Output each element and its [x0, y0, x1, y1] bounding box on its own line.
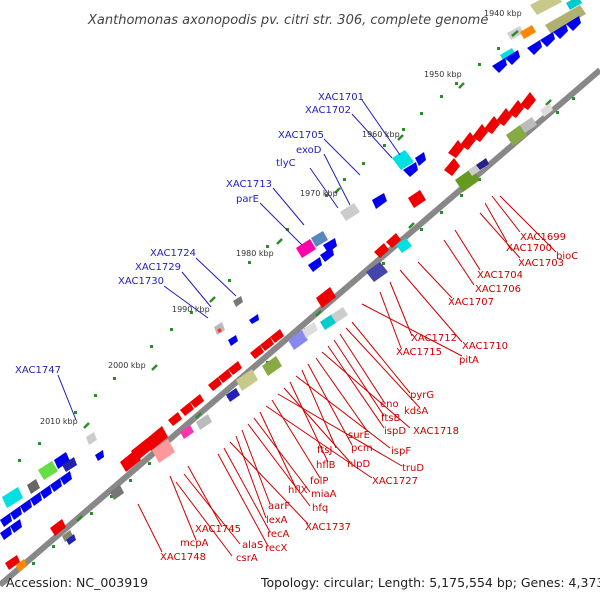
- gene-label[interactable]: XAC1748: [160, 552, 206, 563]
- gene-label[interactable]: alaS: [242, 540, 263, 551]
- gene-label[interactable]: XAC1710: [462, 341, 508, 352]
- gene-label[interactable]: eno: [380, 399, 399, 410]
- gene-label[interactable]: XAC1729: [135, 262, 181, 273]
- gene-label[interactable]: csrA: [236, 553, 258, 564]
- accession-label: Accession: NC_003919: [6, 575, 148, 590]
- gene-label[interactable]: tlyC: [276, 158, 296, 169]
- tick-label: 1990 kbp: [172, 305, 210, 314]
- gene-label[interactable]: XAC1715: [396, 347, 442, 358]
- gene-label[interactable]: pyrG: [410, 390, 434, 401]
- gene-label[interactable]: XAC1747: [15, 365, 61, 376]
- gene-label[interactable]: XAC1705: [278, 130, 324, 141]
- gene-label[interactable]: XAC1701: [318, 92, 364, 103]
- tick-label: 2010 kbp: [40, 417, 78, 426]
- reverse-gene-labels: XAC1699 XAC1700 bioC XAC1703 XAC1704 XAC…: [160, 232, 578, 564]
- gene-label[interactable]: bioC: [556, 251, 578, 262]
- reverse-leader-lines: [137, 195, 557, 557]
- gene-label[interactable]: XAC1727: [372, 476, 418, 487]
- map-title: Xanthomonas axonopodis pv. citri str. 30…: [87, 13, 488, 28]
- feature-block: [520, 25, 536, 39]
- feature-block: [500, 48, 516, 62]
- gene-label[interactable]: XAC1713: [226, 179, 272, 190]
- tick-label: 1940 kbp: [484, 9, 522, 18]
- gene-label[interactable]: mcpA: [180, 538, 209, 549]
- gene-label[interactable]: XAC1745: [195, 524, 241, 535]
- genome-summary: Topology: circular; Length: 5,175,554 bp…: [260, 575, 600, 590]
- gene-label[interactable]: ispD: [384, 426, 406, 437]
- tick-label: 1960 kbp: [362, 130, 400, 139]
- gene-label[interactable]: ispF: [391, 446, 411, 457]
- gene-label[interactable]: hfq: [312, 503, 328, 514]
- gene-label[interactable]: XAC1706: [475, 284, 521, 295]
- tick-label: 1980 kbp: [236, 249, 274, 258]
- gene-label[interactable]: XAC1707: [448, 297, 494, 308]
- tick-label: 2000 kbp: [108, 361, 146, 370]
- gene-label[interactable]: ftsJ: [317, 445, 332, 456]
- genome-backbone: [0, 67, 600, 588]
- gene-label[interactable]: recX: [265, 543, 288, 554]
- gene-label[interactable]: recA: [267, 529, 290, 540]
- gene-label[interactable]: nlpD: [347, 459, 370, 470]
- gene-label[interactable]: miaA: [311, 489, 337, 500]
- gene-label[interactable]: truD: [402, 463, 424, 474]
- gene-label[interactable]: pitA: [459, 355, 479, 366]
- forward-leader-lines: [57, 99, 401, 421]
- tick-label: 1970 kbp: [300, 189, 338, 198]
- gene-label[interactable]: hflX: [288, 485, 308, 496]
- feature-block: [545, 5, 586, 34]
- gene-label[interactable]: hflB: [316, 460, 336, 471]
- forward-gene-labels: XAC1701 XAC1702 XAC1705 exoD tlyC XAC171…: [15, 92, 364, 376]
- gene-label[interactable]: XAC1718: [413, 426, 459, 437]
- gene-label[interactable]: pcm: [351, 443, 373, 454]
- gene-label[interactable]: XAC1702: [305, 105, 351, 116]
- gene-label[interactable]: XAC1730: [118, 276, 164, 287]
- gene-label[interactable]: XAC1703: [518, 258, 564, 269]
- feature-block: [566, 0, 582, 10]
- gene-label[interactable]: XAC1699: [520, 232, 566, 243]
- tick-label: 1950 kbp: [424, 70, 462, 79]
- gene-label[interactable]: exoD: [296, 145, 322, 156]
- gene-label[interactable]: XAC1700: [506, 243, 552, 254]
- gene-label[interactable]: XAC1737: [305, 522, 351, 533]
- gene-label[interactable]: parE: [236, 194, 259, 205]
- feature-block: [530, 0, 562, 15]
- gene-label[interactable]: folP: [310, 476, 328, 487]
- gene-label[interactable]: XAC1712: [411, 333, 457, 344]
- gene-label[interactable]: aarF: [268, 501, 290, 512]
- gene-label[interactable]: lexA: [266, 515, 288, 526]
- gene-label[interactable]: XAC1704: [477, 270, 523, 281]
- gene-label[interactable]: XAC1724: [150, 248, 196, 259]
- gene-label[interactable]: surE: [348, 430, 370, 441]
- gene-label[interactable]: kdsA: [404, 406, 428, 417]
- gene-label[interactable]: ftsB: [381, 413, 400, 424]
